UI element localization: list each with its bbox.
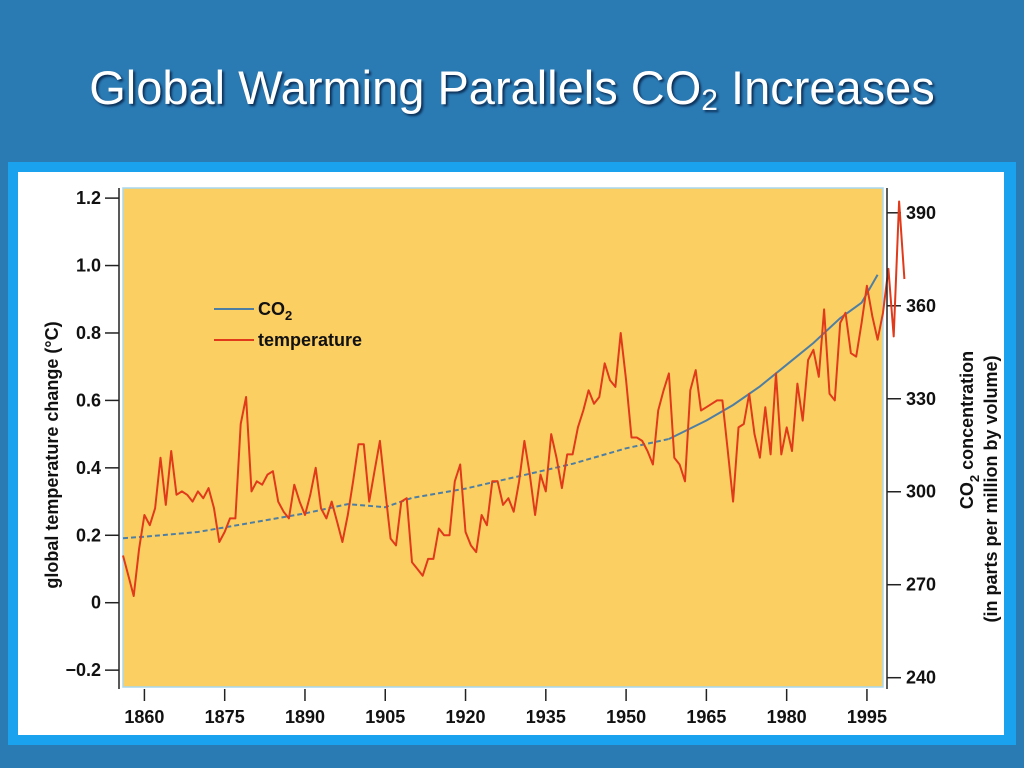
y-axis-label-left: global temperature change (°C) (42, 321, 62, 588)
y-tick-label-right: 330 (906, 389, 936, 409)
temperature-line (122, 200, 906, 597)
legend: CO2 temperature (214, 299, 362, 350)
plot-area (122, 187, 884, 688)
x-tick-label: 1980 (767, 707, 807, 727)
x-tick-label: 1920 (446, 707, 486, 727)
chart-panel: 1.2 1.0 0.8 0.6 0.4 0.2 0 −0.2 240 270 300 330 360 39… (18, 172, 1004, 735)
x-tick-label: 1890 (285, 707, 325, 727)
y-tick-label-right: 360 (906, 296, 936, 316)
y-axis-label-right-co: CO (957, 482, 977, 509)
y-tick-label-left: 0.2 (76, 525, 101, 545)
axis-lines (118, 188, 888, 689)
x-tick-label: 1875 (205, 707, 245, 727)
y-tick-label-left: 1.0 (76, 256, 101, 276)
chart-svg: 1.2 1.0 0.8 0.6 0.4 0.2 0 −0.2 240 270 300 330 360 39… (42, 187, 1001, 727)
legend-temperature-label: temperature (258, 330, 362, 350)
co2-line-solid (668, 274, 879, 440)
x-tick-label: 1935 (526, 707, 566, 727)
series-lines (122, 200, 906, 597)
co2-line-dashed (122, 438, 670, 540)
y-tick-label-left: 1.2 (76, 188, 101, 208)
title-main: Global Warming Parallels CO (89, 61, 702, 114)
title-subscript: 2 (701, 84, 718, 117)
y-axis-label-right-line1: CO2 concentration (957, 351, 982, 509)
y-tick-label-right: 270 (906, 575, 936, 595)
y-tick-label-left: 0.6 (76, 390, 101, 410)
x-tick-label: 1860 (124, 707, 164, 727)
y-tick-label-left: 0.8 (76, 323, 101, 343)
x-tick-label: 1995 (847, 707, 887, 727)
legend-co2-co: CO (258, 299, 285, 319)
y-tick-label-right: 300 (906, 482, 936, 502)
axis-ticks: 1.2 1.0 0.8 0.6 0.4 0.2 0 −0.2 240 270 300 330 360 39… (65, 188, 936, 727)
chart-frame: 1.2 1.0 0.8 0.6 0.4 0.2 0 −0.2 240 270 300 330 360 39… (8, 162, 1016, 745)
title-end: Increases (717, 61, 935, 114)
x-tick-label: 1950 (606, 707, 646, 727)
y-tick-label-right: 240 (906, 668, 936, 688)
y-tick-label-left: −0.2 (65, 660, 101, 680)
legend-co2-sub: 2 (285, 308, 292, 323)
legend-co2-label: CO2 (258, 299, 292, 323)
y-axis-label-right-line2: (in parts per million by volume) (981, 355, 1001, 622)
y-tick-label-left: 0 (91, 593, 101, 613)
x-tick-label: 1965 (686, 707, 726, 727)
y-tick-label-right: 390 (906, 203, 936, 223)
slide-title: Global Warming Parallels CO2 Increases (0, 58, 1024, 128)
x-tick-label: 1905 (365, 707, 405, 727)
y-axis-label-right-post: concentration (957, 351, 977, 475)
y-axis-label-right-sub: 2 (967, 475, 982, 482)
y-tick-label-left: 0.4 (76, 458, 101, 478)
